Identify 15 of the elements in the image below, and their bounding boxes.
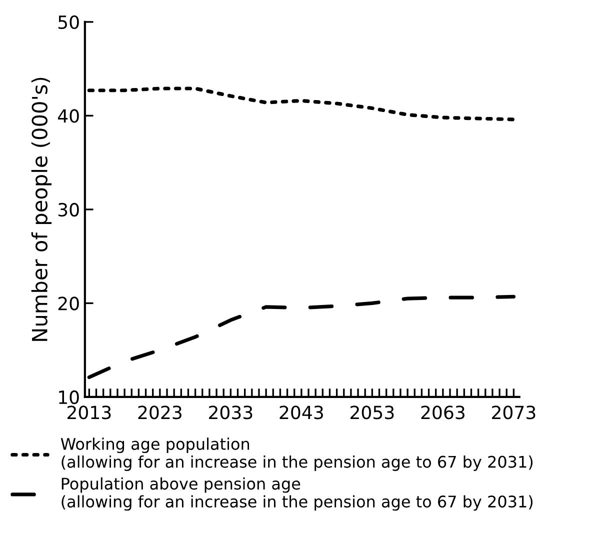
- y-tick-label: 30: [58, 202, 79, 217]
- legend-label: Population above pension age (allowing for an increase in the pension age to 67 by 2031): [62, 477, 533, 511]
- y-tick-label: 50: [58, 15, 79, 30]
- y-tick-label: 10: [59, 390, 79, 404]
- x-tick-label: 2033: [209, 406, 252, 420]
- x-tick-label: 2043: [280, 406, 323, 420]
- x-tick-label: 2063: [421, 406, 464, 420]
- x-tick-label: 2023: [138, 406, 182, 420]
- y-axis-title: Number of people (000's): [31, 78, 52, 341]
- x-tick-label: 2073: [492, 406, 536, 420]
- x-tick-label: 2013: [68, 406, 111, 420]
- x-tick-label: 2053: [350, 406, 394, 420]
- y-tick-label: 20: [58, 296, 79, 310]
- legend-label: Working age population (allowing for an increase in the pension age to 67 by 2031): [60, 438, 533, 471]
- y-tick-label: 40: [58, 109, 79, 123]
